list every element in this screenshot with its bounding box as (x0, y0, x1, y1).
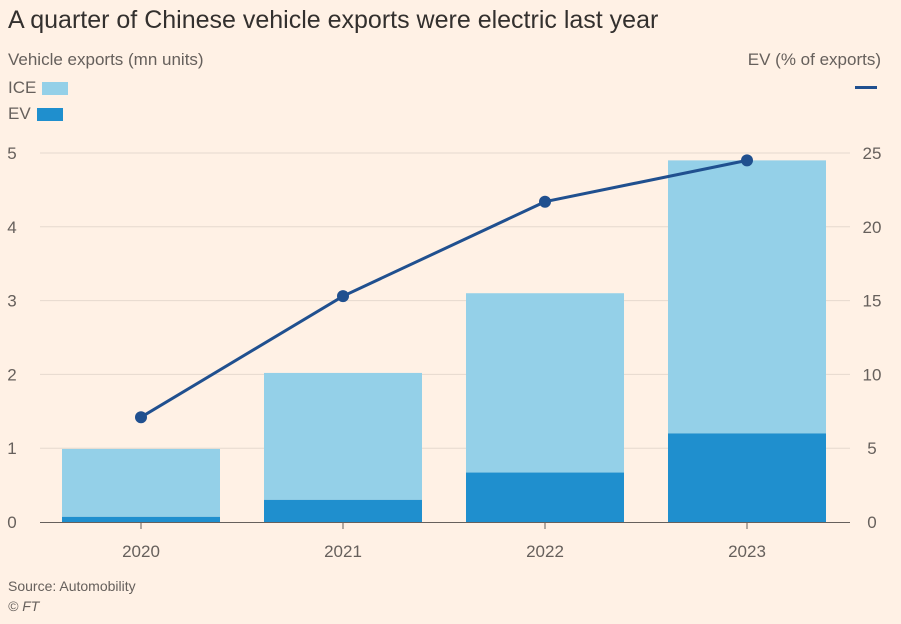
y-tick-right: 25 (863, 144, 882, 163)
x-tick-label: 2022 (526, 542, 564, 561)
bar-ice (264, 372, 422, 500)
bar-ev (668, 433, 826, 522)
y-tick-right: 20 (863, 218, 882, 237)
y-tick-left: 2 (7, 365, 16, 384)
legend-swatch-ev (36, 107, 63, 121)
x-tick-label: 2023 (728, 542, 766, 561)
credit-note: © FT (8, 598, 40, 614)
x-tick-label: 2020 (122, 542, 160, 561)
ev-share-point (337, 290, 349, 303)
y-tick-left: 3 (7, 292, 16, 311)
bar-ev (264, 499, 422, 522)
legend-swatch-ev-share-line (855, 86, 877, 89)
bar-ev (62, 516, 220, 522)
ev-share-point (741, 154, 753, 167)
bar-ice (466, 293, 624, 473)
source-note: Source: Automobility (8, 578, 136, 594)
legend-label-ev: EV (8, 104, 31, 123)
y-tick-right: 5 (867, 439, 876, 458)
ev-share-line (140, 158, 748, 419)
left-axis-label: Vehicle exports (mn units) (8, 50, 204, 69)
right-axis-label: EV (% of exports) (747, 50, 881, 69)
bar-ice (668, 160, 826, 434)
x-tick-label: 2021 (324, 542, 362, 561)
y-tick-right: 0 (867, 513, 876, 532)
legend-item-ev: EV (8, 104, 63, 124)
bar-ice (62, 448, 220, 517)
y-tick-left: 5 (7, 144, 16, 163)
legend-item-ice: ICE (8, 78, 69, 98)
y-tick-left: 4 (7, 218, 16, 237)
y-tick-left: 0 (7, 513, 16, 532)
legend-label-ice: ICE (8, 78, 37, 97)
bar-ev (466, 472, 624, 522)
y-tick-left: 1 (7, 439, 16, 458)
ev-share-point (539, 195, 551, 208)
chart-title: A quarter of Chinese vehicle exports wer… (8, 6, 659, 34)
ev-share-point (135, 411, 147, 424)
legend-swatch-ice (42, 81, 69, 95)
y-tick-right: 15 (863, 292, 882, 311)
y-tick-right: 10 (863, 365, 882, 384)
